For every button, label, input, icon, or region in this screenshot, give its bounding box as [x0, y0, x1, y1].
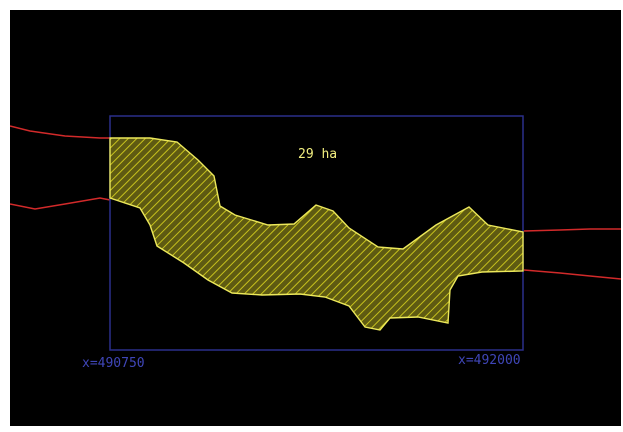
right-coordinate-label: x=492000 — [458, 353, 521, 368]
hatched-area-polygon — [109, 137, 524, 331]
cad-viewport[interactable]: 29 ha x=490750 x=492000 — [10, 10, 621, 426]
left-coordinate-label: x=490750 — [82, 356, 145, 371]
boundary-line-lower — [10, 197, 111, 210]
cad-drawing: 29 ha x=490750 x=492000 — [10, 10, 621, 426]
boundary-line-right-lower — [523, 269, 621, 280]
boundary-line-right-upper — [523, 228, 621, 232]
boundary-line-upper — [10, 125, 110, 139]
area-label: 29 ha — [298, 147, 337, 162]
